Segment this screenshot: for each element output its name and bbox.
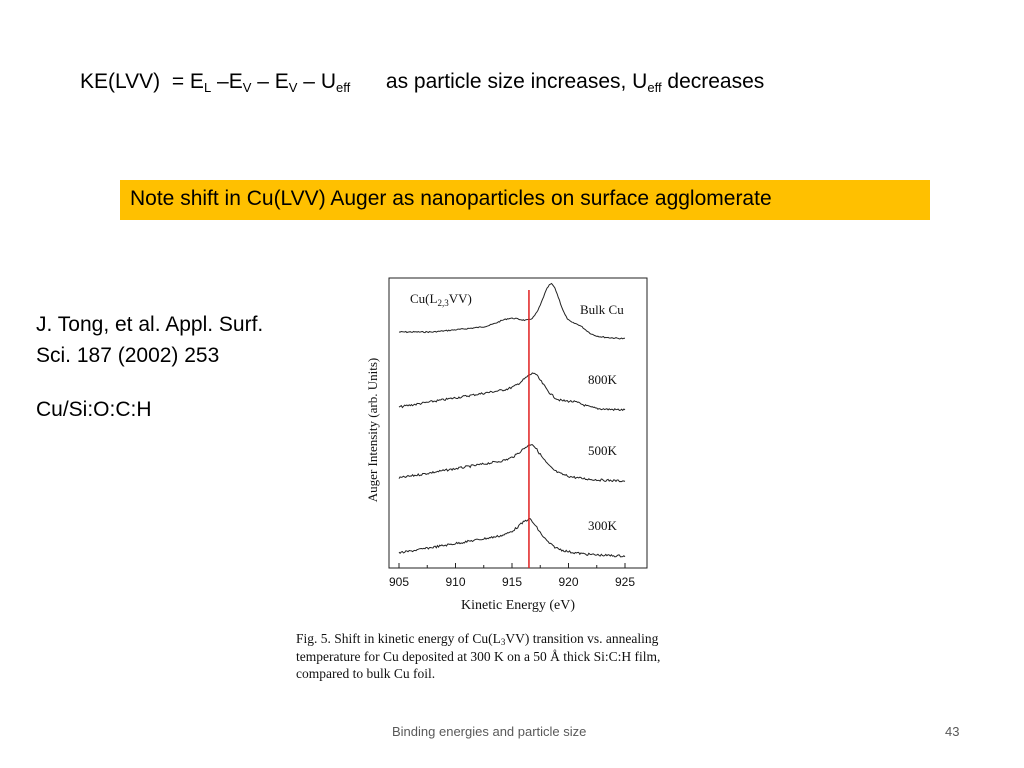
highlight-box: Note shift in Cu(LVV) Auger as nanoparti…: [120, 180, 930, 220]
x-axis-label: Kinetic Energy (eV): [461, 598, 575, 613]
highlight-text: Note shift in Cu(LVV) Auger as nanoparti…: [130, 187, 772, 210]
series-label: 500K: [588, 443, 618, 458]
plot-frame: [388, 277, 648, 569]
transition-label: Cu(L2,3VV): [410, 291, 472, 308]
eq-term-ueff: Ueff: [320, 70, 351, 95]
equation-line: KE(LVV) = EL –EV – EV – Ueff as particle…: [80, 68, 764, 96]
reference-line-2: Sci. 187 (2002) 253: [36, 344, 220, 367]
eq-dash: –: [217, 70, 229, 93]
eq-note: as particle size increases, Ueff decreas…: [385, 70, 765, 95]
x-tick-label: 910: [445, 575, 465, 589]
x-tick-label: 920: [558, 575, 578, 589]
x-tick-label: 905: [389, 575, 409, 589]
auger-chart: 905 910 915 920 925 Bulk Cu 800K 500K 300K Cu(L…: [365, 277, 648, 613]
x-tick-label: 915: [502, 575, 522, 589]
series-label: Bulk Cu: [580, 302, 624, 317]
caption-line-3: compared to bulk Cu foil.: [296, 666, 436, 681]
slide-footer-title: Binding energies and particle size: [392, 724, 587, 739]
caption-line-2: temperature for Cu deposited at 300 K on…: [296, 648, 661, 664]
spectrum-curve: [398, 444, 626, 483]
material-system: Cu/Si:O:C:H: [36, 398, 152, 421]
eq-dash: –: [257, 70, 269, 93]
slide-page-number: 43: [945, 724, 960, 739]
spectrum-curve: [398, 282, 626, 340]
spectrum-curve: [398, 372, 626, 412]
caption-line-1: Fig. 5. Shift in kinetic energy of Cu(L3…: [296, 631, 659, 647]
eq-term-ev2: EV: [274, 70, 298, 95]
eq-lhs: KE(LVV): [80, 70, 161, 93]
series-label: 800K: [588, 372, 618, 387]
reference-citation: J. Tong, et al. Appl. Surf. Sci. 187 (20…: [36, 309, 263, 371]
figure-caption: Fig. 5. Shift in kinetic energy of Cu(L3…: [296, 630, 736, 683]
auger-spectra-figure: 905 910 915 920 925 Bulk Cu 800K 500K 300K Cu(L…: [355, 270, 660, 615]
eq-term-el: EL: [189, 70, 212, 95]
reference-line-1: J. Tong, et al. Appl. Surf.: [36, 313, 264, 336]
y-axis-label: Auger Intensity (arb. Units): [365, 358, 380, 502]
x-tick-label: 925: [615, 575, 635, 589]
eq-term-ev1: EV: [228, 70, 252, 95]
eq-dash: –: [303, 70, 315, 93]
spectrum-curve: [398, 517, 626, 558]
eq-sign: =: [171, 70, 185, 93]
series-label: 300K: [588, 518, 618, 533]
